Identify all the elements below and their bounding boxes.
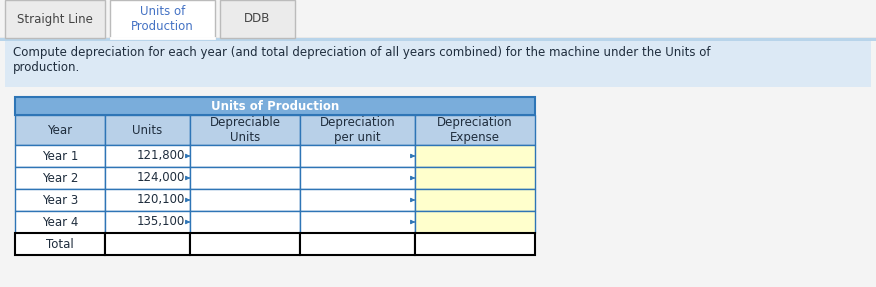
Bar [300, 167, 415, 189]
Bar [190, 145, 300, 167]
Text: Year: Year [47, 123, 73, 137]
Bar [15, 233, 105, 255]
Bar [105, 233, 190, 255]
Bar [300, 189, 415, 211]
Bar [105, 189, 190, 211]
Text: 121,800: 121,800 [137, 150, 185, 162]
Text: DDB: DDB [244, 13, 271, 26]
Bar [415, 233, 535, 255]
Text: Depreciable
Units: Depreciable Units [209, 116, 280, 144]
Text: 120,100: 120,100 [137, 193, 185, 207]
Bar [15, 97, 535, 115]
Text: Depreciation
per unit: Depreciation per unit [320, 116, 395, 144]
Bar [110, 0, 215, 38]
Text: Year 2: Year 2 [42, 172, 78, 185]
Bar [300, 115, 415, 145]
Bar [5, 0, 105, 38]
Text: Depreciation
Expense: Depreciation Expense [437, 116, 512, 144]
Text: Straight Line: Straight Line [17, 13, 93, 26]
Text: Total: Total [46, 238, 74, 251]
Bar [415, 211, 535, 233]
Bar [415, 115, 535, 145]
Bar [105, 145, 190, 167]
Text: 135,100: 135,100 [137, 216, 185, 228]
Text: Units: Units [132, 123, 163, 137]
Text: 124,000: 124,000 [137, 172, 185, 185]
Bar [0, 38, 876, 41]
Bar [105, 115, 190, 145]
Bar [190, 233, 300, 255]
Bar [300, 211, 415, 233]
Bar [15, 145, 105, 167]
Bar [415, 167, 535, 189]
Bar [190, 189, 300, 211]
Bar [15, 189, 105, 211]
Bar [15, 167, 105, 189]
Bar [15, 211, 105, 233]
Bar [105, 167, 190, 189]
Text: Year 4: Year 4 [42, 216, 78, 228]
Bar [190, 211, 300, 233]
Bar [300, 145, 415, 167]
Text: Year 3: Year 3 [42, 193, 78, 207]
Bar [15, 115, 105, 145]
Bar [5, 39, 871, 87]
Bar [190, 167, 300, 189]
Bar [220, 0, 295, 38]
Text: Units of
Production: Units of Production [131, 5, 194, 33]
Bar [415, 189, 535, 211]
Bar [415, 145, 535, 167]
Bar [190, 115, 300, 145]
Bar [300, 233, 415, 255]
Text: Compute depreciation for each year (and total depreciation of all years combined: Compute depreciation for each year (and … [13, 46, 710, 74]
Text: Units of Production: Units of Production [211, 100, 339, 113]
Bar [105, 211, 190, 233]
Text: Year 1: Year 1 [42, 150, 78, 162]
